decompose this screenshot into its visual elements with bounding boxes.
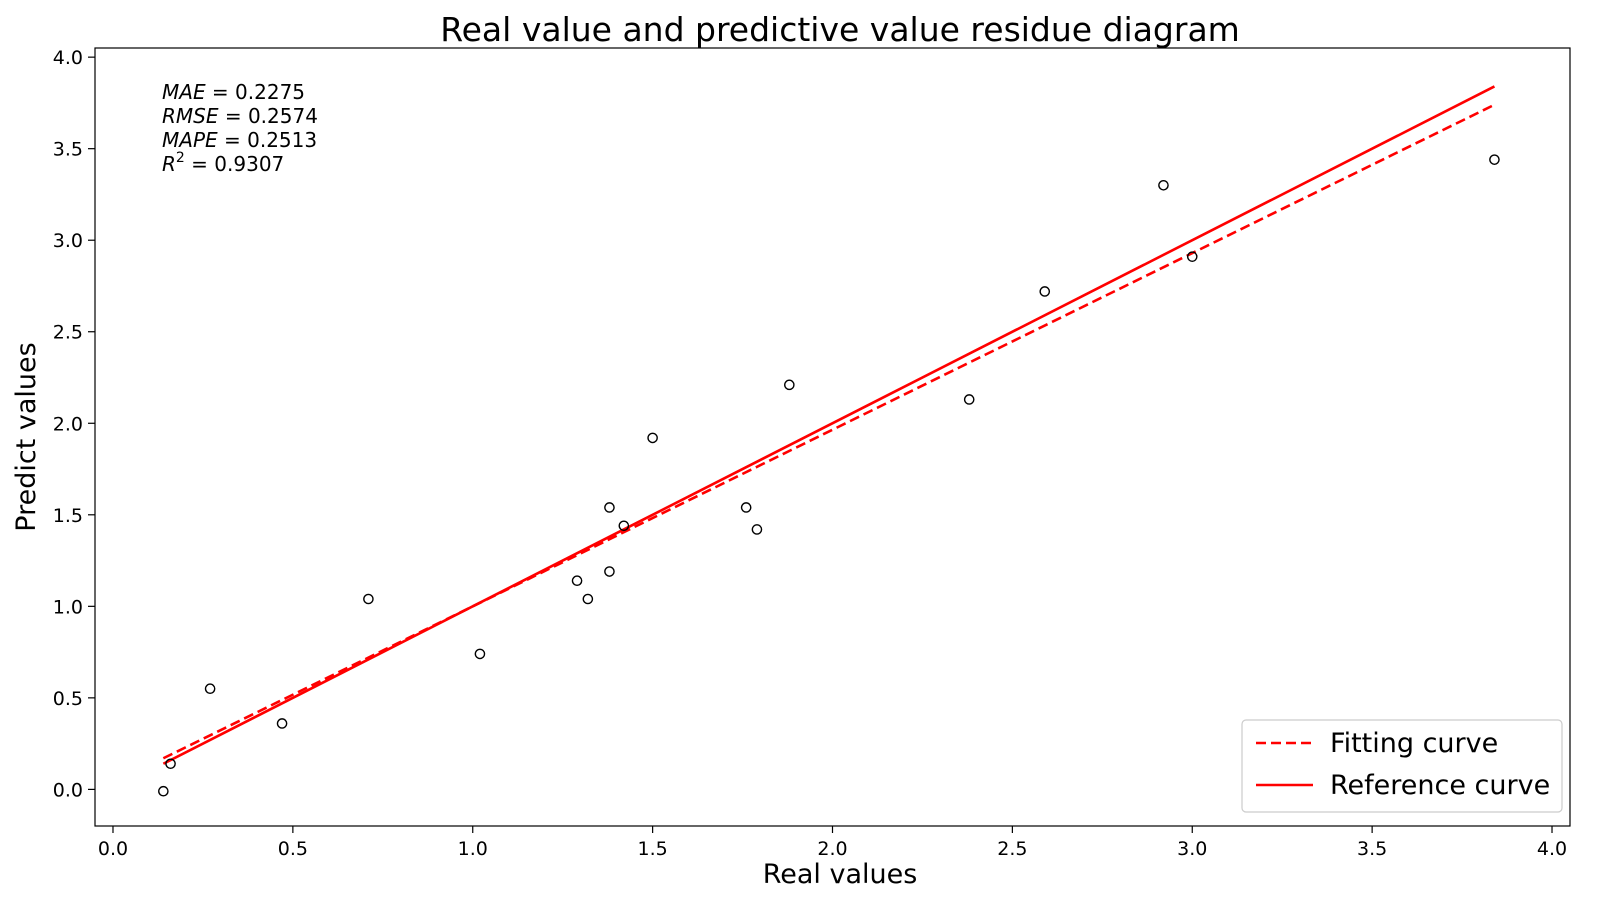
legend-box	[1241, 719, 1563, 813]
metric-label: RMSE	[162, 104, 219, 128]
y-tick-label: 4.0	[53, 47, 83, 69]
data-point	[582, 593, 594, 605]
data-point	[963, 394, 975, 405]
legend-label-fitting: Fitting curve	[1330, 728, 1498, 759]
data-point	[571, 575, 583, 587]
data-point	[165, 758, 176, 770]
data-point	[618, 520, 630, 532]
x-tick-label: 4.0	[1537, 838, 1567, 860]
chart-title: Real value and predictive value residue …	[440, 10, 1240, 49]
x-tick-label: 2.5	[997, 838, 1027, 860]
fitting-curve-line	[162, 103, 1496, 760]
y-tick-label: 0.5	[53, 688, 83, 710]
axis-ticks: 0.0 0.5 1.0 1.5 2.0 2.5 3.0 3.5 4.0 0.0 0.5 1.0 1.5 2…	[53, 47, 1567, 860]
metric-line: MAPE = 0.2513	[162, 128, 317, 152]
legend: Fitting curve Reference curve	[1241, 719, 1563, 813]
metric-label: R	[162, 152, 176, 176]
x-tick-label: 2.0	[817, 838, 847, 860]
scatter-points	[158, 154, 1500, 797]
y-tick-label: 2.5	[53, 322, 83, 344]
metric-value: = 0.2275	[206, 80, 305, 104]
data-point	[604, 502, 615, 513]
data-point	[784, 379, 795, 391]
data-point	[1489, 154, 1500, 165]
y-tick-label: 1.0	[53, 596, 83, 618]
y-tick-label: 2.0	[53, 413, 83, 435]
metric-value: = 0.9307	[185, 152, 284, 176]
data-point	[1186, 251, 1198, 262]
data-point	[1158, 179, 1169, 191]
metric-label: MAPE	[162, 128, 218, 152]
x-axis-title: Real values	[763, 859, 918, 890]
metric-label: MAE	[162, 80, 206, 104]
data-point	[276, 718, 288, 729]
x-tick-label: 1.5	[638, 838, 668, 860]
plot-frame	[94, 47, 1571, 827]
y-tick-label: 3.5	[53, 139, 83, 161]
data-point	[204, 683, 216, 695]
series-lines	[162, 85, 1496, 765]
y-tick-label: 1.5	[53, 505, 83, 527]
reference-curve-line	[162, 85, 1496, 765]
x-tick-label: 3.0	[1177, 838, 1207, 860]
x-tick-label: 3.5	[1357, 838, 1387, 860]
data-point	[1039, 286, 1051, 297]
metric-value: = 0.2574	[218, 104, 317, 128]
x-tick-label: 1.0	[458, 838, 488, 860]
data-point	[751, 524, 763, 535]
metric-superscript: 2	[176, 150, 185, 166]
y-tick-label: 0.0	[53, 779, 83, 801]
y-tick-label: 3.0	[53, 230, 83, 252]
metric-line: MAE = 0.2275	[162, 80, 305, 104]
data-point	[740, 502, 752, 513]
data-point	[474, 648, 486, 660]
data-point	[158, 785, 169, 797]
x-tick-label: 0.0	[98, 838, 128, 860]
metric-line: RMSE = 0.2574	[162, 104, 318, 128]
x-tick-label: 0.5	[278, 838, 308, 860]
data-point	[363, 593, 374, 605]
metric-line: R2 = 0.9307	[162, 150, 284, 176]
metric-value: = 0.2513	[218, 128, 317, 152]
legend-label-reference: Reference curve	[1330, 770, 1550, 801]
data-point	[647, 432, 658, 444]
data-point	[604, 566, 615, 577]
y-axis-title: Predict values	[11, 342, 42, 531]
